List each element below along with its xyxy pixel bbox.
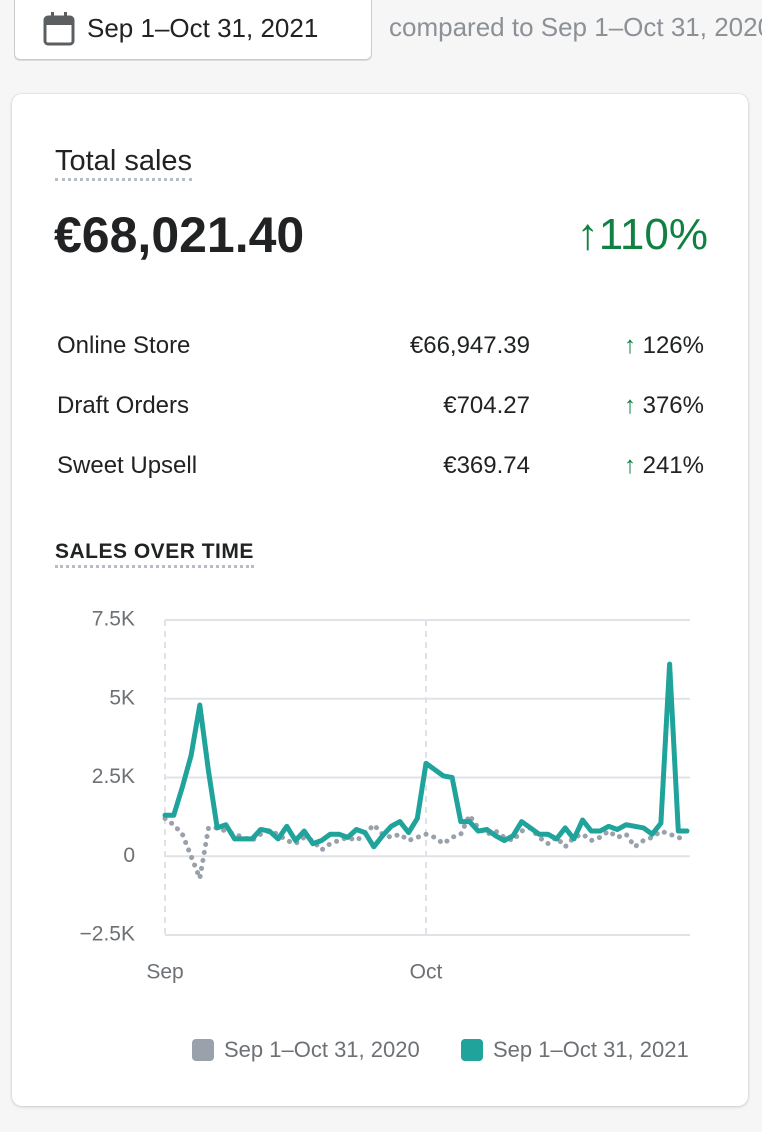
comparison-text: compared to Sep 1–Oct 31, 2020 bbox=[389, 12, 762, 42]
x-tick-label: Oct bbox=[410, 961, 443, 984]
y-tick-label: −2.5K bbox=[80, 923, 135, 946]
legend-swatch bbox=[461, 1039, 483, 1061]
series-line bbox=[162, 661, 690, 850]
channel-change: ↑ 241% bbox=[623, 452, 704, 479]
date-range: Sep 1–Oct 31, 2021 bbox=[87, 13, 319, 43]
total-value: €68,021.40 bbox=[54, 207, 305, 263]
legend-label: Sep 1–Oct 31, 2020 bbox=[224, 1037, 420, 1062]
channel-amount: €66,947.39 bbox=[409, 332, 530, 359]
channel-amount: €704.27 bbox=[443, 392, 530, 419]
total-change: ↑110% bbox=[576, 210, 708, 259]
channel-name: Sweet Upsell bbox=[57, 452, 198, 479]
y-tick-label: 0 bbox=[123, 844, 135, 867]
card-title: Total sales bbox=[55, 144, 193, 181]
channel-name: Draft Orders bbox=[57, 392, 190, 419]
card bbox=[12, 94, 748, 1106]
channel-change: ↑ 126% bbox=[623, 332, 704, 359]
date-range-button[interactable]: Sep 1–Oct 31, 2021 bbox=[14, 0, 372, 60]
y-tick-label: 5K bbox=[109, 686, 135, 709]
chart-title: SALES OVER TIME bbox=[55, 539, 254, 568]
channel-change: ↑ 376% bbox=[623, 392, 704, 419]
legend-label: Sep 1–Oct 31, 2021 bbox=[493, 1037, 689, 1062]
channel-amount: €369.74 bbox=[443, 452, 530, 479]
channel-name: Online Store bbox=[57, 332, 191, 359]
chart: −2.5K 0 2.5K 5K 7.5K Sep Oct Sep 1–Oct 31, 2020… bbox=[80, 608, 690, 1062]
x-tick-label: Sep bbox=[146, 961, 183, 984]
legend-swatch bbox=[192, 1039, 214, 1061]
y-tick-label: 2.5K bbox=[92, 765, 135, 788]
calendar-icon bbox=[43, 12, 75, 46]
y-tick-label: 7.5K bbox=[92, 608, 135, 631]
